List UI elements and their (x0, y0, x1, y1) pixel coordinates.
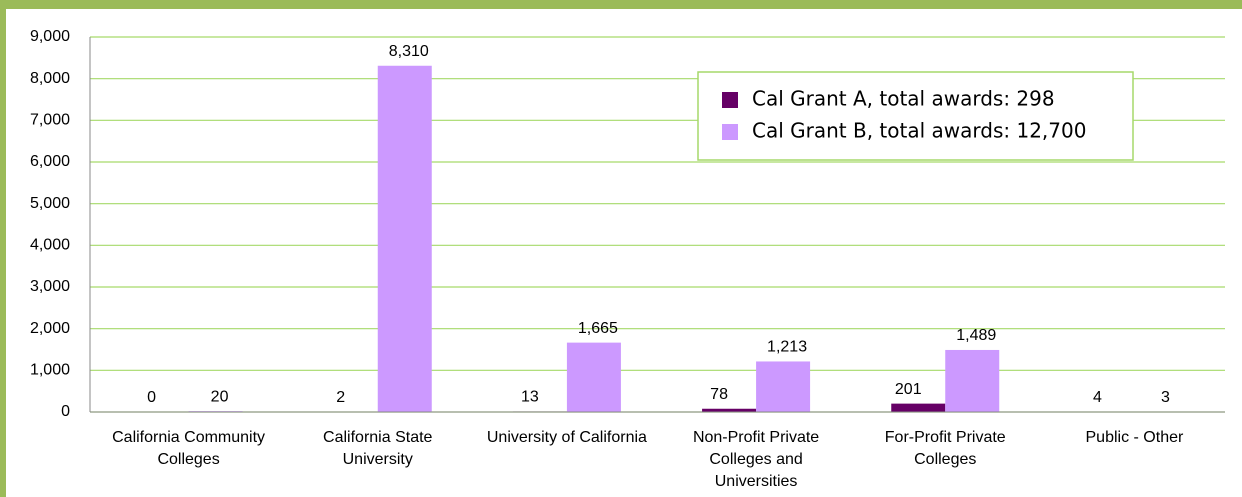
x-tick-label: Non-Profit Private Colleges and Universiti… (693, 429, 819, 490)
data-label: 4 (1093, 389, 1102, 406)
data-label: 1,213 (767, 339, 807, 356)
bar (377, 65, 432, 412)
legend-swatch (722, 92, 738, 108)
data-label: 20 (211, 388, 229, 405)
top-border (0, 0, 1242, 9)
y-tick-label: 3,000 (30, 278, 70, 295)
data-label: 13 (521, 389, 539, 406)
data-label: 0 (147, 389, 156, 406)
x-tick-label: For-Profit Private Colleges (885, 429, 1006, 468)
bar (891, 403, 946, 412)
y-tick-label: 2,000 (30, 320, 70, 337)
legend-label: Cal Grant B, total awards: 12,700 (752, 119, 1086, 143)
y-tick-label: 9,000 (30, 28, 70, 45)
x-tick-label: University of California (487, 429, 647, 446)
bar (945, 349, 1000, 412)
y-tick-label: 0 (61, 403, 70, 420)
bar (566, 342, 621, 412)
y-tick-label: 1,000 (30, 362, 70, 379)
y-tick-label: 7,000 (30, 112, 70, 129)
legend-label: Cal Grant A, total awards: 298 (752, 87, 1055, 111)
data-label: 3 (1161, 389, 1170, 406)
legend: Cal Grant A, total awards: 298 Cal Grant … (697, 71, 1134, 161)
data-label: 1,665 (578, 320, 618, 337)
data-label: 1,489 (956, 327, 996, 344)
legend-box (697, 71, 1134, 161)
y-tick-label: 8,000 (30, 70, 70, 87)
data-label: 8,310 (389, 43, 429, 60)
y-tick-label: 4,000 (30, 237, 70, 254)
data-label: 201 (895, 381, 922, 398)
x-tick-label: California State University (323, 429, 432, 468)
bar (702, 408, 757, 412)
x-tick-label: Public - Other (1086, 429, 1184, 446)
y-tick-label: 6,000 (30, 153, 70, 170)
x-tick-label: California Community Colleges (112, 429, 265, 468)
data-label: 2 (336, 389, 345, 406)
left-border (0, 0, 6, 497)
y-tick-label: 5,000 (30, 195, 70, 212)
data-label: 78 (710, 386, 728, 403)
bar (756, 361, 811, 412)
legend-swatch (722, 124, 738, 140)
